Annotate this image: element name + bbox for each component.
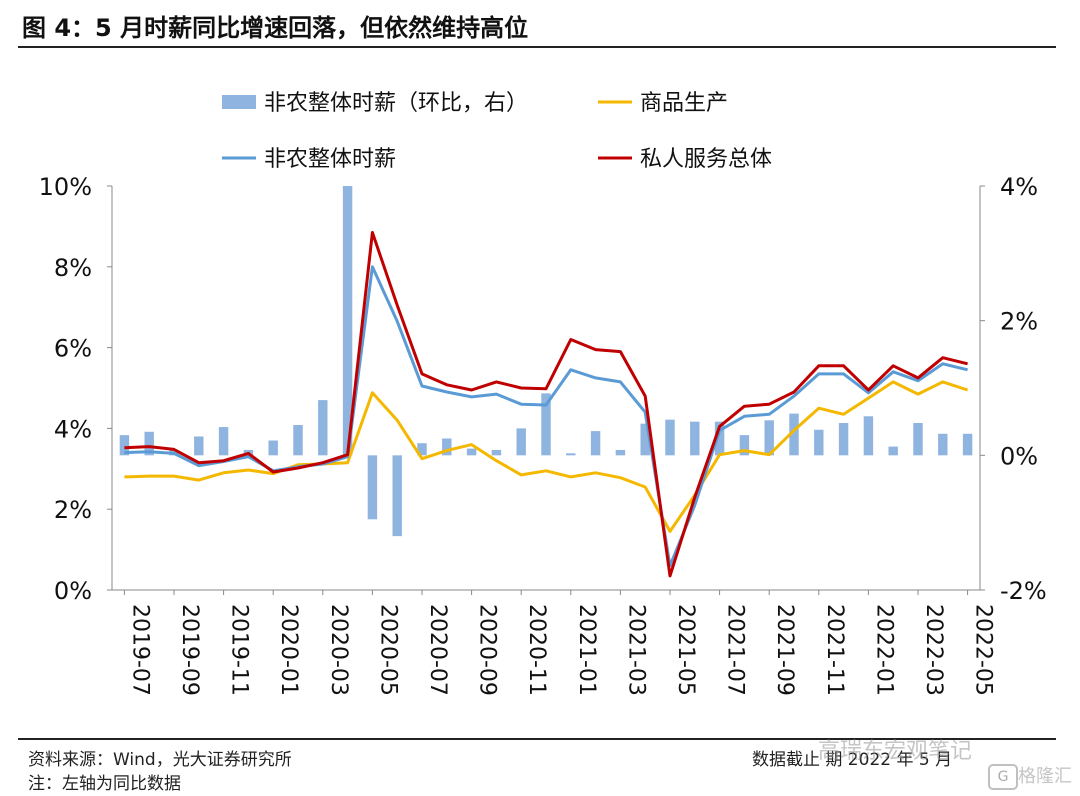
brand-logo-icon: G	[988, 764, 1018, 790]
note-text: 注：左轴为同比数据	[28, 774, 181, 794]
legend-swatch	[222, 95, 256, 109]
right-tick-label: 2%	[1000, 308, 1038, 336]
x-tick-label: 2021-11	[822, 604, 847, 696]
bar	[442, 438, 452, 456]
bar	[541, 393, 551, 456]
bar	[764, 420, 774, 456]
bar	[640, 423, 650, 456]
source-text: 资料来源：Wind，光大证券研究所	[28, 750, 292, 770]
bar	[590, 431, 601, 456]
x-tick-label: 2019-07	[127, 604, 152, 696]
chart-title: 图 4：5 月时薪同比增速回落，但依然维持高位	[22, 14, 529, 42]
bar	[938, 433, 948, 456]
x-tick-label: 2021-09	[772, 604, 797, 696]
legend-label: 非农整体时薪（环比，右）	[264, 91, 528, 116]
bar	[739, 435, 750, 456]
bar	[342, 186, 353, 456]
chart: 0% 2% 4% 6% 8% 10% -2% 0% 2% 4% 2019-07 2019-09 2019…	[39, 91, 1047, 696]
bar	[466, 448, 477, 456]
bar	[863, 416, 874, 456]
x-tick-label: 2019-11	[227, 604, 252, 696]
x-tick-label: 2020-11	[524, 604, 549, 696]
x-tick-label: 2021-03	[623, 604, 648, 696]
legend-label: 非农整体时薪	[264, 147, 396, 172]
footer-rule	[18, 738, 1056, 740]
bar	[962, 433, 973, 456]
bar	[615, 449, 626, 456]
x-tick-label: 2021-07	[723, 604, 748, 696]
x-tick-label: 2021-05	[673, 604, 698, 696]
x-tick-label: 2022-03	[921, 604, 946, 696]
bar	[814, 429, 824, 456]
bar	[417, 443, 427, 456]
x-tick-label: 2020-05	[375, 604, 400, 696]
x-tick-label: 2020-01	[276, 604, 301, 696]
left-tick-label: 2%	[54, 496, 92, 524]
x-tick-label: 2020-03	[326, 604, 351, 696]
x-tick-label: 2020-07	[425, 604, 450, 696]
right-tick-label: -2%	[1000, 577, 1047, 605]
bar	[293, 425, 303, 456]
bar	[714, 421, 725, 456]
bar	[665, 419, 675, 456]
right-tick-label: 4%	[1000, 173, 1038, 201]
bar	[218, 427, 229, 456]
bar	[838, 423, 849, 456]
x-tick-label: 2021-01	[574, 604, 599, 696]
x-tick-label: 2022-05	[971, 604, 996, 696]
bar	[491, 449, 502, 456]
left-tick-label: 0%	[54, 577, 92, 605]
bar	[392, 455, 402, 537]
right-tick-label: 0%	[1000, 442, 1038, 470]
bar	[367, 455, 378, 520]
left-tick-label: 8%	[54, 254, 92, 282]
x-tick-label: 2022-01	[871, 604, 896, 696]
bar	[516, 428, 526, 456]
bar	[268, 440, 278, 456]
cutoff-text: 数据截止 期 2022 年 5 月	[752, 750, 953, 770]
bar	[566, 453, 576, 456]
left-tick-label: 4%	[54, 415, 92, 443]
watermark-brand: 格隆汇	[1018, 766, 1072, 787]
legend-label: 私人服务总体	[640, 147, 772, 172]
left-tick-label: 6%	[54, 335, 92, 363]
bar	[888, 446, 898, 456]
series-line	[124, 231, 968, 578]
bar	[144, 431, 154, 456]
series-line	[124, 380, 969, 533]
bar	[318, 400, 328, 456]
bar	[119, 435, 130, 456]
left-tick-label: 10%	[39, 173, 92, 201]
bar	[913, 423, 923, 456]
legend-label: 商品生产	[640, 91, 728, 116]
bar	[789, 413, 799, 456]
title-rule	[18, 46, 1056, 48]
bar	[690, 421, 700, 456]
x-tick-label: 2019-09	[177, 604, 202, 696]
bar	[194, 436, 204, 456]
watermark-text: 高瑞东宏观笔记	[818, 739, 973, 764]
x-tick-label: 2020-09	[475, 604, 500, 696]
